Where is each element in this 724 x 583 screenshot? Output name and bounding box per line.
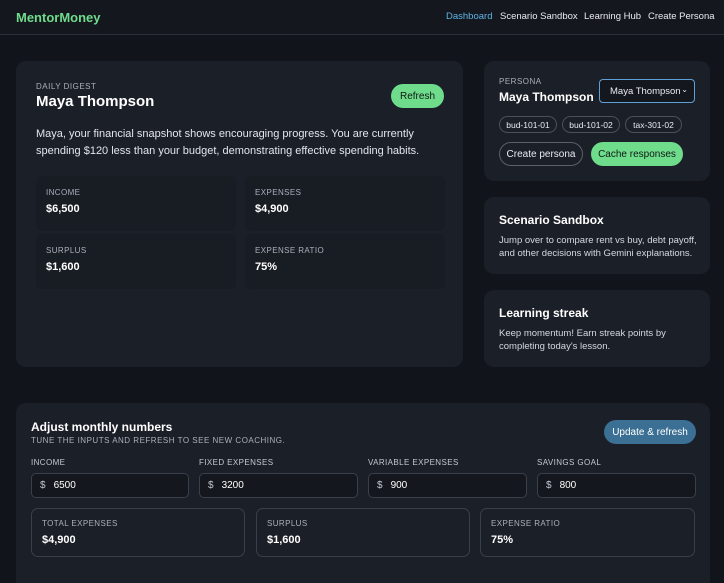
prefix: $ bbox=[208, 480, 214, 491]
metric-label: EXPENSES bbox=[255, 188, 302, 197]
select-value: Maya Thompson bbox=[610, 86, 681, 97]
tag[interactable]: bud-101-02 bbox=[562, 116, 620, 133]
nav-bar: MentorMoney Dashboard Scenario Sandbox L… bbox=[0, 0, 724, 35]
total-value: 75% bbox=[491, 534, 514, 546]
total-box: EXPENSE RATIO 75% bbox=[480, 508, 695, 557]
digest-name: Maya Thompson bbox=[36, 93, 155, 110]
input-label: FIXED EXPENSES bbox=[199, 458, 274, 467]
total-label: TOTAL EXPENSES bbox=[42, 519, 118, 528]
info-card: Learning streak Keep momentum! Earn stre… bbox=[484, 290, 710, 367]
brand[interactable]: MentorMoney bbox=[16, 10, 101, 25]
adjust-title: Adjust monthly numbers bbox=[31, 420, 173, 434]
nav-link[interactable]: Create Persona bbox=[648, 11, 715, 22]
number-input[interactable]: $6500 bbox=[31, 473, 189, 498]
input-value: 800 bbox=[559, 480, 577, 491]
create-persona-button[interactable]: Create persona bbox=[499, 142, 583, 166]
input-label: INCOME bbox=[31, 458, 66, 467]
nav-link[interactable]: Scenario Sandbox bbox=[500, 11, 578, 22]
metric-label: SURPLUS bbox=[46, 246, 87, 255]
prefix: $ bbox=[40, 480, 46, 491]
card-text: Keep momentum! Earn streak points by com… bbox=[499, 328, 666, 352]
nav-link[interactable]: Learning Hub bbox=[584, 11, 642, 22]
digest-card: DAILY DIGEST Maya Thompson Refresh Maya,… bbox=[16, 61, 463, 367]
input-value: 3200 bbox=[221, 480, 244, 491]
metric: EXPENSE RATIO 75% bbox=[245, 234, 445, 289]
metric: INCOME $6,500 bbox=[36, 176, 236, 231]
total-value: $4,900 bbox=[42, 534, 76, 546]
metric: SURPLUS $1,600 bbox=[36, 234, 236, 289]
metric-label: EXPENSE RATIO bbox=[255, 246, 325, 255]
input-label: SAVINGS GOAL bbox=[537, 458, 602, 467]
adjust-subtitle: TUNE THE INPUTS AND REFRESH TO SEE NEW C… bbox=[31, 436, 286, 445]
number-input[interactable]: $900 bbox=[368, 473, 527, 498]
total-label: SURPLUS bbox=[267, 519, 308, 528]
persona-name: Maya Thompson bbox=[499, 90, 594, 104]
metric-value: $6,500 bbox=[46, 203, 80, 215]
eyebrow: PERSONA bbox=[499, 77, 542, 86]
total-value: $1,600 bbox=[267, 534, 301, 546]
refresh-button[interactable]: Refresh bbox=[391, 84, 444, 108]
nav-link[interactable]: Dashboard bbox=[446, 11, 493, 22]
card-title: Scenario Sandbox bbox=[499, 213, 604, 227]
metric-value: $4,900 bbox=[255, 203, 289, 215]
input-value: 900 bbox=[390, 480, 408, 491]
prefix: $ bbox=[377, 480, 383, 491]
tag[interactable]: tax-301-02 bbox=[625, 116, 682, 133]
card-title: Learning streak bbox=[499, 306, 589, 320]
number-input[interactable]: $3200 bbox=[199, 473, 358, 498]
total-box: SURPLUS $1,600 bbox=[256, 508, 470, 557]
prefix: $ bbox=[546, 480, 552, 491]
card-text: Jump over to compare rent vs buy, debt p… bbox=[499, 235, 697, 259]
total-box: TOTAL EXPENSES $4,900 bbox=[31, 508, 245, 557]
eyebrow: DAILY DIGEST bbox=[36, 82, 97, 91]
total-label: EXPENSE RATIO bbox=[491, 519, 561, 528]
chevron: ⌄ bbox=[681, 85, 688, 94]
tag[interactable]: bud-101-01 bbox=[499, 116, 557, 133]
metric-value: $1,600 bbox=[46, 261, 80, 273]
input-value: 6500 bbox=[53, 480, 76, 491]
metric-value: 75% bbox=[255, 261, 278, 273]
input-label: VARIABLE EXPENSES bbox=[368, 458, 459, 467]
summary: Maya, your financial snapshot shows enco… bbox=[36, 128, 420, 157]
metric: EXPENSES $4,900 bbox=[245, 176, 445, 231]
number-input[interactable]: $800 bbox=[537, 473, 696, 498]
update-button[interactable]: Update & refresh bbox=[604, 420, 696, 444]
metric-label: INCOME bbox=[46, 188, 81, 197]
info-card: Scenario Sandbox Jump over to compare re… bbox=[484, 197, 710, 274]
cache-button[interactable]: Cache responses bbox=[591, 142, 683, 166]
persona-select[interactable]: Maya Thompson ⌄ bbox=[599, 79, 695, 103]
